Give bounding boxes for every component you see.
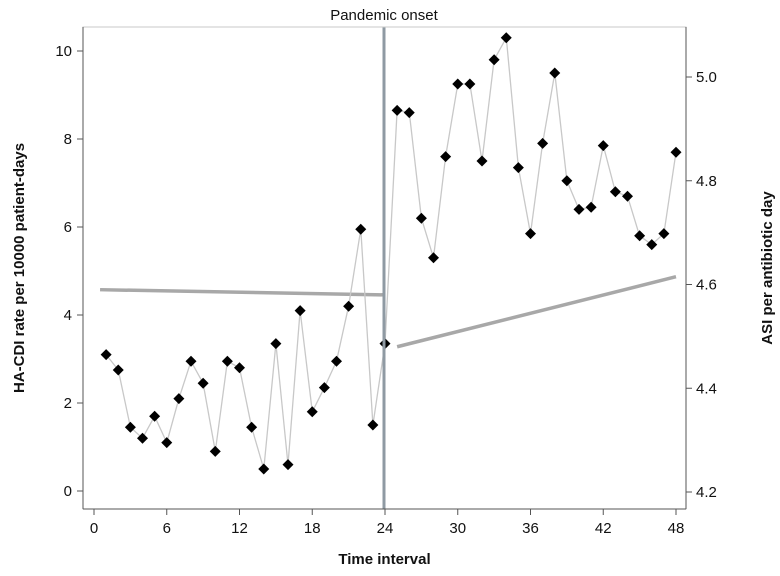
data-point (561, 175, 573, 187)
data-point (137, 432, 148, 444)
data-point (415, 212, 427, 224)
data-point (525, 228, 536, 240)
data-point (343, 300, 355, 312)
data-point (488, 54, 500, 66)
y2-tick-label: 4.6 (696, 277, 717, 294)
data-point (549, 67, 561, 79)
markers (100, 32, 682, 475)
y2-tick-label: 4.4 (696, 380, 717, 397)
x-tick-label: 6 (163, 520, 171, 537)
data-point (173, 393, 185, 405)
data-point (512, 162, 524, 174)
data-point (185, 355, 197, 367)
y-axis-right: 4.2 4.4 4.6 4.8 5.0 (685, 27, 717, 509)
data-point (258, 463, 270, 475)
data-point (221, 355, 233, 367)
data-point (585, 201, 597, 213)
data-point (270, 338, 282, 350)
data-point (646, 239, 658, 251)
x-axis-title: Time interval (338, 551, 430, 568)
data-point (634, 230, 646, 242)
y-tick-label: 2 (64, 395, 72, 412)
data-point (355, 223, 367, 235)
data-point (246, 421, 258, 433)
y-tick-label: 10 (55, 43, 72, 60)
x-axis: 0 6 12 18 24 30 36 42 48 (83, 508, 686, 537)
data-point (476, 155, 488, 167)
data-point (149, 410, 161, 422)
data-point (403, 107, 415, 119)
x-tick-label: 0 (90, 520, 98, 537)
data-point (209, 445, 221, 457)
data-point (622, 190, 633, 202)
data-point (452, 78, 464, 90)
data-point (124, 421, 136, 433)
data-point (391, 104, 403, 116)
data-point (597, 140, 609, 152)
data-point (658, 228, 670, 240)
data-point (112, 364, 124, 376)
data-point (500, 32, 512, 44)
y-tick-label: 8 (64, 131, 72, 148)
asi-trend-segment (396, 275, 677, 349)
data-point (367, 419, 379, 431)
asi-trend-segment (100, 287, 386, 297)
x-tick-label: 24 (377, 520, 394, 537)
data-point (428, 252, 439, 264)
y-axis-left-title: HA-CDI rate per 10000 patient-days (11, 143, 28, 393)
data-point (306, 406, 318, 418)
data-point (161, 437, 173, 449)
x-tick-label: 36 (522, 520, 539, 537)
data-point (282, 459, 294, 471)
data-point (331, 355, 342, 367)
trend-lines (100, 275, 677, 349)
x-tick-label: 30 (449, 520, 466, 537)
y-axis-right-title: ASI per antibiotic day (759, 191, 776, 345)
y-tick-label: 4 (64, 307, 72, 324)
y-tick-label: 0 (64, 483, 72, 500)
data-point (670, 146, 682, 158)
y-axis-left: 0 2 4 6 8 10 (55, 27, 84, 509)
data-point (197, 377, 209, 389)
x-tick-label: 12 (231, 520, 248, 537)
data-point (234, 362, 245, 374)
x-tick-label: 42 (595, 520, 612, 537)
x-tick-label: 48 (668, 520, 685, 537)
data-point (318, 382, 330, 394)
y2-tick-label: 4.2 (696, 484, 717, 501)
pandemic-onset-label: Pandemic onset (330, 7, 438, 24)
data-point (573, 203, 585, 215)
data-point (537, 137, 549, 149)
y2-tick-label: 4.8 (696, 173, 717, 190)
y-tick-label: 6 (64, 219, 72, 236)
data-point (464, 78, 476, 90)
y2-tick-label: 5.0 (696, 69, 717, 86)
data-point (440, 151, 452, 163)
data-point (100, 349, 112, 361)
data-point (294, 305, 306, 317)
data-point (609, 186, 621, 198)
x-tick-label: 18 (304, 520, 321, 537)
